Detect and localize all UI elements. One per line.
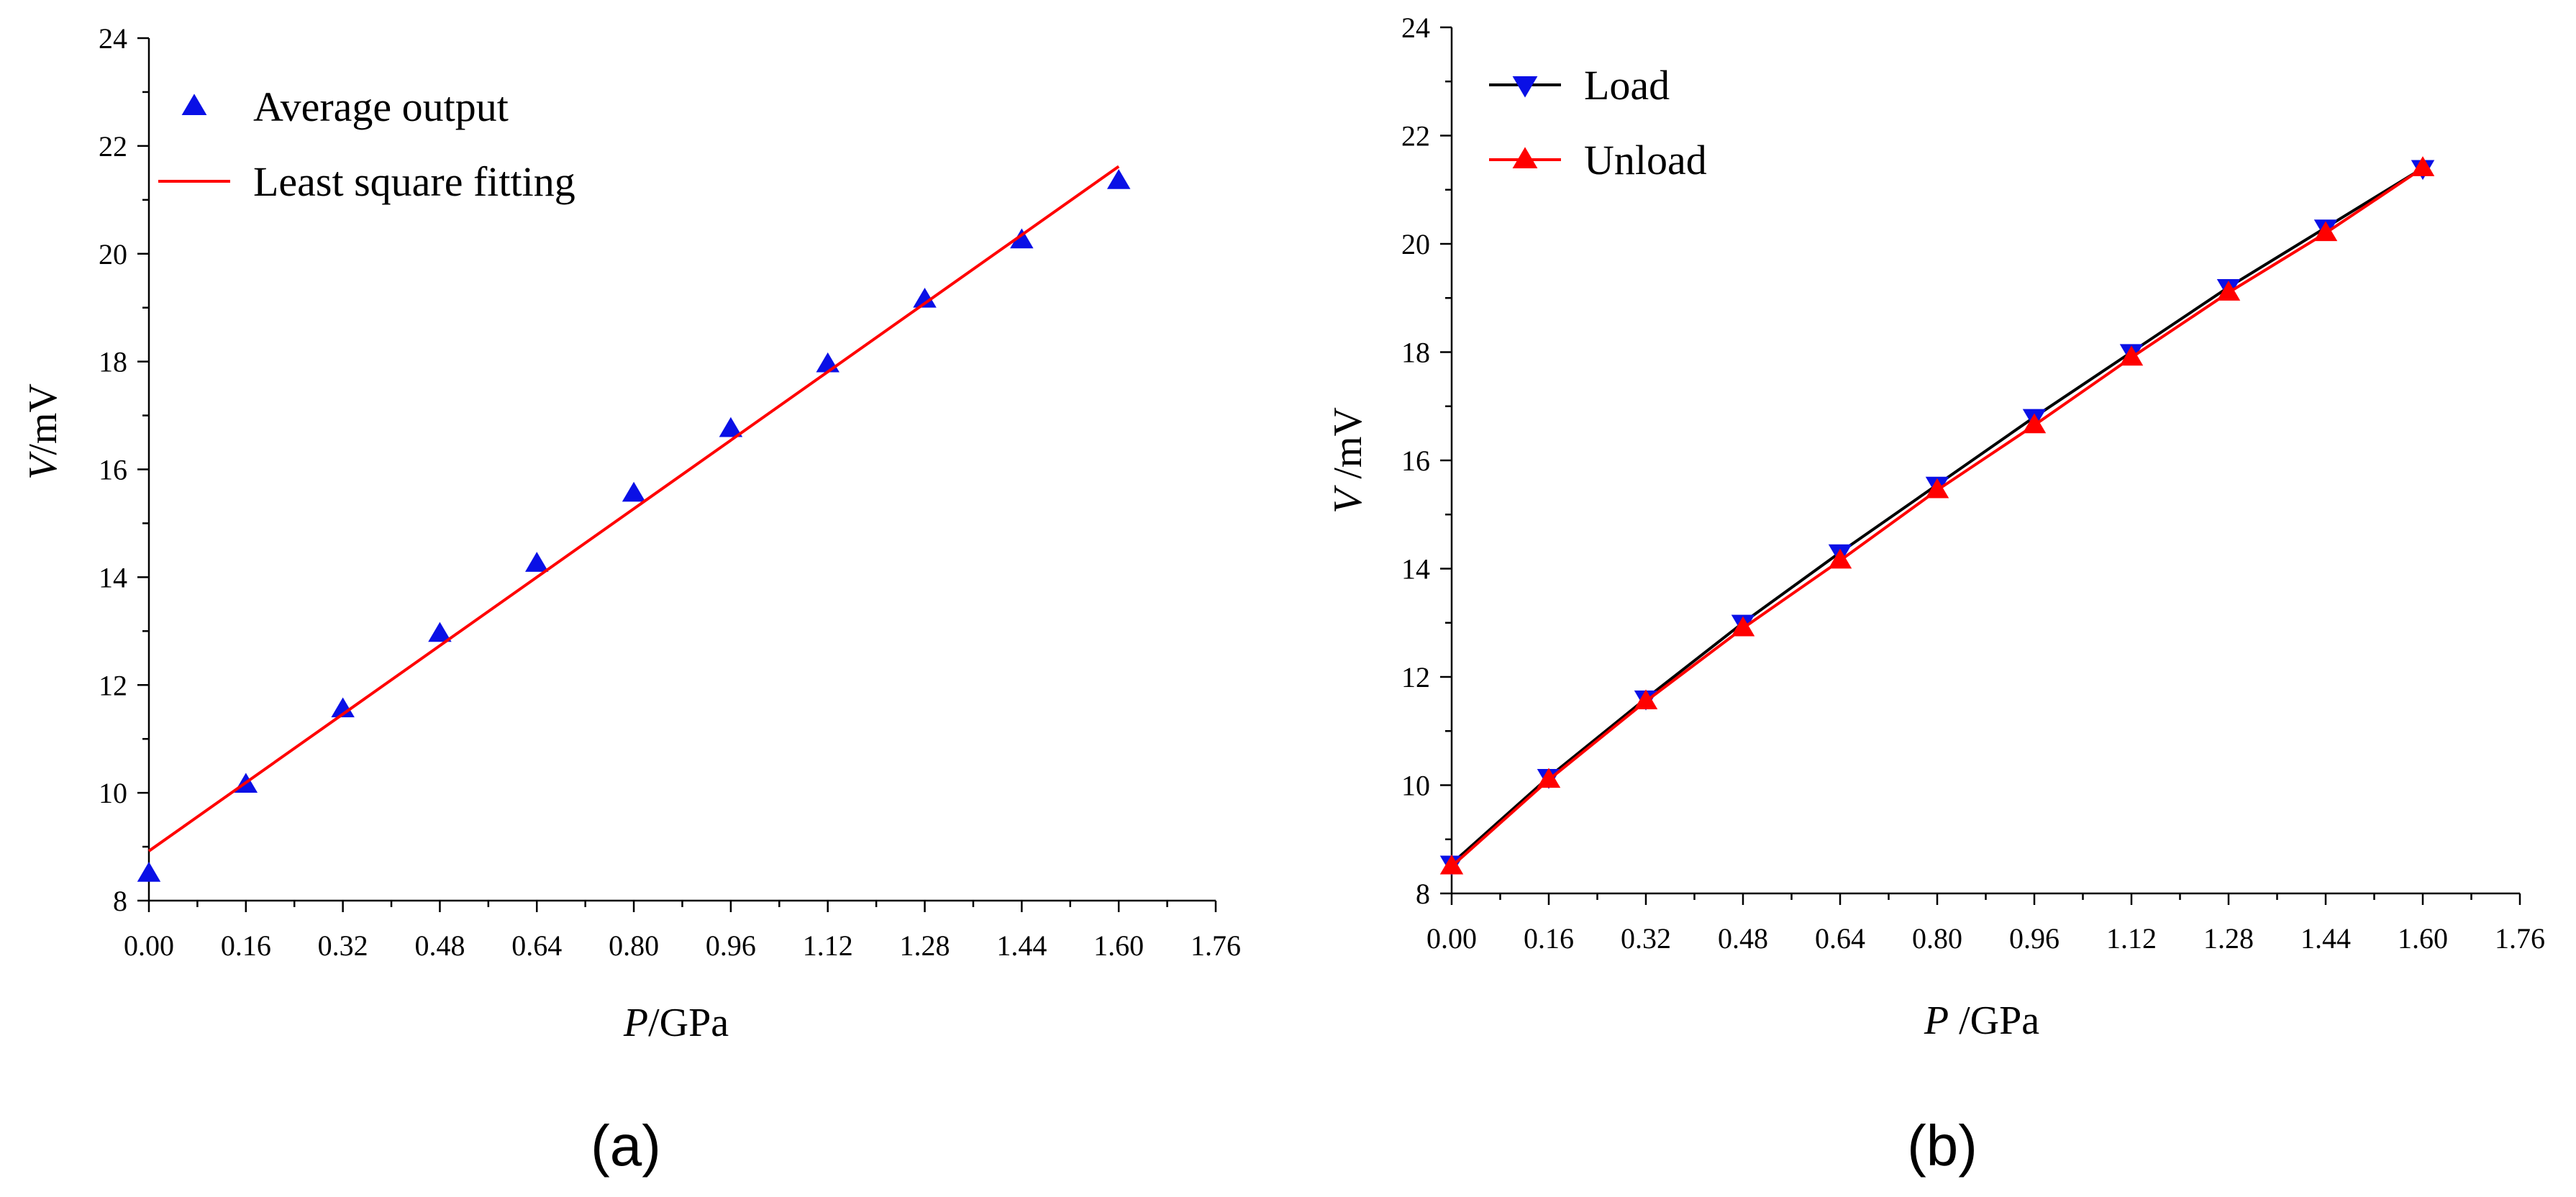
data-point-average-output: [622, 481, 646, 502]
x-axis-title-unit: /GPa: [1949, 998, 2039, 1043]
y-tick-label: 16: [99, 454, 127, 486]
x-axis-title: P /GPa: [1924, 998, 2039, 1043]
x-tick-label: 0.48: [1718, 922, 1768, 955]
data-point-average-output: [1106, 169, 1131, 189]
data-point-unload: [1634, 689, 1658, 710]
x-tick-label: 0.96: [2009, 922, 2060, 955]
panel-label: (a): [591, 1114, 661, 1178]
x-tick-label: 1.60: [1093, 929, 1144, 962]
chart-panel-a: 0.00 0.16 0.32 0.48 0.64 0.80 0.96 1.12 1.28 1.44…: [21, 22, 1241, 1178]
y-axis-title: V/mV: [21, 383, 65, 480]
legend-label: Least square fitting: [253, 158, 575, 205]
data-point-unload: [2216, 281, 2241, 301]
data-point-unload: [2119, 345, 2144, 366]
y-tick-label: 10: [99, 777, 127, 809]
y-axis-title-variable: V: [21, 451, 65, 480]
y-tick-label: 18: [1401, 337, 1430, 369]
data-point-unload: [1537, 768, 1561, 788]
x-tick-label: 0.64: [1815, 922, 1865, 955]
data-point-average-output: [137, 862, 161, 882]
x-tick-label: 0.96: [706, 929, 756, 962]
y-tick-label: 14: [1401, 553, 1430, 586]
data-point-unload: [1439, 854, 1464, 875]
y-tick-label: 24: [1401, 12, 1430, 44]
x-tick-label: 0.16: [221, 929, 271, 962]
x-axis-title: P/GPa: [623, 1001, 729, 1045]
series-line-load: [1450, 166, 2424, 865]
data-point-average-output: [525, 552, 549, 572]
x-tick-label: 0.00: [124, 929, 174, 962]
legend-marker-swatch: [1512, 147, 1538, 168]
legend-label: Unload: [1584, 137, 1707, 183]
y-axis-title-unit: /mV: [1326, 407, 1370, 489]
y-tick-label: 8: [113, 885, 127, 917]
data-point-average-output: [428, 622, 452, 642]
y-tick-label: 14: [99, 561, 127, 593]
data-point-unload: [1731, 616, 1755, 637]
chart-panel-b: 0.00 0.16 0.32 0.48 0.64 0.80 0.96 1.12 1.28 1.44…: [1326, 12, 2545, 1178]
y-tick-label: 20: [1401, 228, 1430, 260]
x-tick-label: 1.12: [803, 929, 853, 962]
y-axis-title-variable: V: [1326, 485, 1370, 514]
data-point-average-output: [331, 697, 355, 718]
y-axis-title-unit: /mV: [21, 383, 65, 455]
x-tick-label: 0.48: [414, 929, 465, 962]
x-tick-label: 0.00: [1426, 922, 1477, 955]
y-tick-label: 12: [99, 669, 127, 701]
x-tick-label: 0.32: [318, 929, 368, 962]
x-tick-label: 0.16: [1524, 922, 1574, 955]
y-tick-label: 22: [99, 130, 127, 163]
x-axis-title-variable: P: [623, 1001, 648, 1045]
data-point-average-output: [913, 287, 937, 308]
legend-marker-swatch: [181, 94, 207, 115]
legend-label: Load: [1584, 62, 1670, 109]
x-tick-label: 1.44: [996, 929, 1047, 962]
y-axis-title: V /mV: [1326, 407, 1370, 514]
x-tick-label: 1.28: [2203, 922, 2254, 955]
x-axis-title-variable: P: [1924, 998, 1949, 1043]
x-tick-label: 0.80: [609, 929, 659, 962]
data-point-unload: [2411, 156, 2435, 176]
data-point-average-output: [1010, 228, 1034, 249]
x-tick-label: 1.60: [2398, 922, 2448, 955]
x-tick-label: 0.80: [1912, 922, 1962, 955]
x-tick-label: 1.28: [900, 929, 950, 962]
data-point-unload: [2313, 221, 2338, 242]
data-point-unload: [2022, 413, 2047, 434]
y-tick-label: 10: [1401, 770, 1430, 802]
x-tick-label: 1.12: [2106, 922, 2157, 955]
legend-marker-swatch: [1512, 76, 1538, 98]
data-point-unload: [1828, 548, 1852, 569]
x-tick-label: 1.76: [1191, 929, 1241, 962]
x-tick-label: 0.64: [511, 929, 562, 962]
legend-label: Average output: [253, 83, 509, 130]
x-tick-label: 0.32: [1621, 922, 1671, 955]
data-point-unload: [1925, 478, 1949, 499]
panel-label: (b): [1907, 1114, 1977, 1178]
x-tick-label: 1.76: [2495, 922, 2545, 955]
y-tick-label: 18: [99, 346, 127, 378]
y-tick-label: 16: [1401, 445, 1430, 477]
x-tick-label: 1.44: [2300, 922, 2351, 955]
y-tick-label: 12: [1401, 661, 1430, 693]
x-axis-title-unit: /GPa: [648, 1001, 729, 1045]
data-point-average-output: [816, 352, 839, 373]
y-tick-label: 8: [1416, 878, 1430, 910]
y-tick-label: 20: [99, 238, 127, 270]
data-point-average-output: [719, 417, 743, 437]
series-line-least-square-fitting: [147, 165, 1120, 852]
y-tick-label: 24: [99, 22, 127, 55]
y-tick-label: 22: [1401, 120, 1430, 153]
series-line-unload: [1450, 166, 2424, 868]
